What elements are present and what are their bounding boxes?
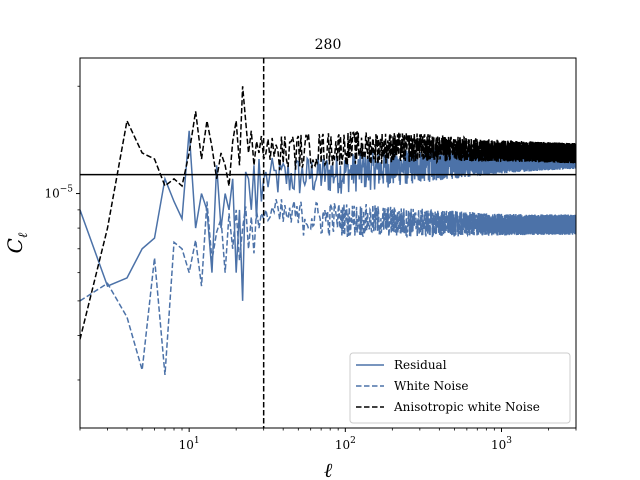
legend-box [349,352,571,424]
y-axis-label-subscript: ℓ [16,232,31,238]
legend-label-residual: Residual [394,358,447,372]
x-tick-label: 102 [335,436,356,452]
legend-label-white-noise: White Noise [394,379,468,393]
series-white-noise [80,199,576,375]
axis-ticks: 101 102 103 10−5 [44,85,577,452]
plot-data [80,86,576,375]
y-axis-label-main: C [3,238,27,253]
svg-text:Cℓ: Cℓ [3,232,31,253]
y-tick-label: 10−5 [44,185,73,201]
x-tick-label: 103 [491,436,512,452]
x-tick-label: 101 [179,436,200,452]
legend-label-anisotropic: Anisotropic white Noise [393,400,540,414]
chart-title: 280 [315,37,342,53]
plot-frame [79,57,577,429]
y-axis-label: Cℓ [3,232,31,253]
series-anisotropic-white-noise [80,86,576,340]
x-axis-label: ℓ [324,458,333,480]
legend: Residual White Noise Anisotropic white N… [349,352,571,424]
